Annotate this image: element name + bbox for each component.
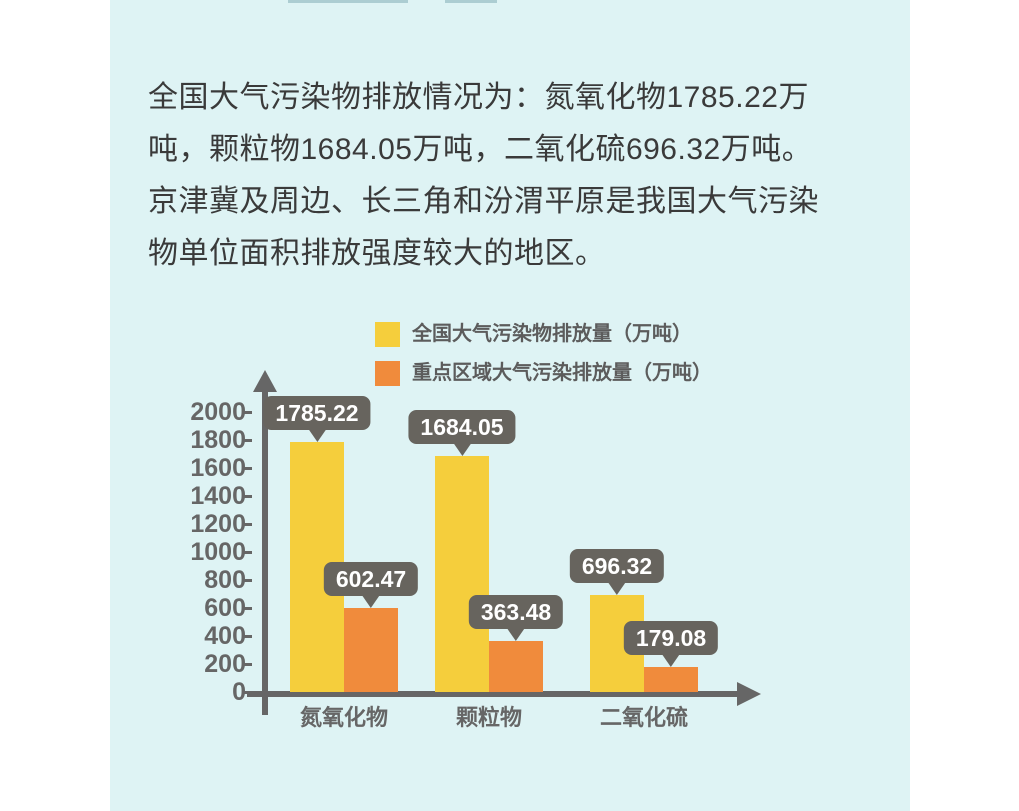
value-label: 363.48 — [468, 595, 564, 630]
y-tick-label-1400: 1400 — [190, 482, 246, 510]
y-tick-1600 — [242, 466, 252, 470]
y-tick-label-1800: 1800 — [190, 426, 246, 454]
y-tick-label-600: 600 — [204, 594, 246, 622]
legend-item-key-regions: 重点区域大气污染排放量（万吨） — [375, 361, 712, 386]
y-tick-1800 — [242, 438, 252, 442]
value-bubble-key-regions-2: 179.08 — [623, 620, 719, 667]
value-label: 1785.22 — [263, 396, 371, 431]
y-tick-2000 — [242, 410, 252, 414]
value-bubble-key-regions-0: 602.47 — [323, 561, 419, 608]
intro-line: 京津冀及周边、长三角和汾渭平原是我国大气污染 — [148, 185, 819, 218]
x-label-2: 二氧化硫 — [599, 705, 688, 730]
y-tick-400 — [242, 634, 252, 638]
bar-national-1 — [435, 456, 489, 692]
y-axis — [262, 386, 268, 715]
cropped-content-remnant — [445, 0, 497, 3]
x-label-1: 颗粒物 — [455, 705, 522, 730]
y-tick-label-200: 200 — [204, 650, 246, 678]
bar-key-regions-2 — [644, 666, 698, 692]
y-tick-label-1200: 1200 — [190, 510, 246, 538]
y-tick-label-0: 0 — [232, 678, 246, 706]
x-label-0: 氮氧化物 — [299, 705, 388, 730]
value-bubble-national-0: 1785.22 — [263, 396, 371, 443]
intro-paragraph: 全国大气污染物排放情况为：氮氧化物1785.22万 吨，颗粒物1684.05万吨… — [148, 72, 888, 280]
y-tick-label-400: 400 — [204, 622, 246, 650]
legend-swatch-key-regions — [375, 361, 400, 386]
bubble-tail-icon — [307, 429, 326, 443]
bubble-tail-icon — [506, 628, 525, 642]
y-tick-1000 — [242, 550, 252, 554]
legend-label-national: 全国大气污染物排放量（万吨） — [412, 323, 692, 345]
x-axis-arrow-icon — [737, 682, 761, 706]
y-tick-0 — [242, 690, 252, 694]
legend-label-key-regions: 重点区域大气污染排放量（万吨） — [412, 362, 712, 384]
y-tick-200 — [242, 662, 252, 666]
value-bubble-national-2: 696.32 — [569, 548, 665, 595]
intro-line: 全国大气污染物排放情况为：氮氧化物1785.22万 — [148, 81, 809, 114]
legend-swatch-national — [375, 322, 400, 347]
bar-national-2 — [590, 594, 644, 692]
bar-key-regions-1 — [489, 641, 543, 692]
y-tick-label-2000: 2000 — [190, 398, 246, 426]
intro-line: 吨，颗粒物1684.05万吨，二氧化硫696.32万吨。 — [148, 133, 813, 166]
bar-national-0 — [290, 442, 344, 692]
y-tick-label-800: 800 — [204, 566, 246, 594]
value-label: 179.08 — [623, 620, 719, 655]
y-tick-800 — [242, 578, 252, 582]
y-tick-1200 — [242, 522, 252, 526]
x-axis — [247, 691, 737, 697]
intro-line: 物单位面积排放强度较大的地区。 — [148, 237, 606, 270]
value-bubble-national-1: 1684.05 — [408, 410, 516, 457]
bar-key-regions-0 — [344, 607, 398, 692]
y-tick-1400 — [242, 494, 252, 498]
cropped-content-remnant — [288, 0, 408, 3]
panel-background: 全国大气污染物排放情况为：氮氧化物1785.22万 吨，颗粒物1684.05万吨… — [110, 0, 910, 811]
legend-item-national: 全国大气污染物排放量（万吨） — [375, 322, 712, 347]
y-tick-600 — [242, 606, 252, 610]
bubble-tail-icon — [361, 594, 380, 608]
bubble-tail-icon — [452, 443, 471, 457]
y-axis-arrow-icon — [253, 370, 277, 392]
y-tick-label-1600: 1600 — [190, 454, 246, 482]
value-label: 1684.05 — [408, 410, 516, 445]
bubble-tail-icon — [661, 653, 680, 667]
value-label: 696.32 — [569, 548, 665, 583]
bubble-tail-icon — [607, 581, 626, 595]
chart-legend: 全国大气污染物排放量（万吨） 重点区域大气污染排放量（万吨） — [375, 322, 712, 400]
value-label: 602.47 — [323, 561, 419, 596]
value-bubble-key-regions-1: 363.48 — [468, 595, 564, 642]
y-tick-label-1000: 1000 — [190, 538, 246, 566]
